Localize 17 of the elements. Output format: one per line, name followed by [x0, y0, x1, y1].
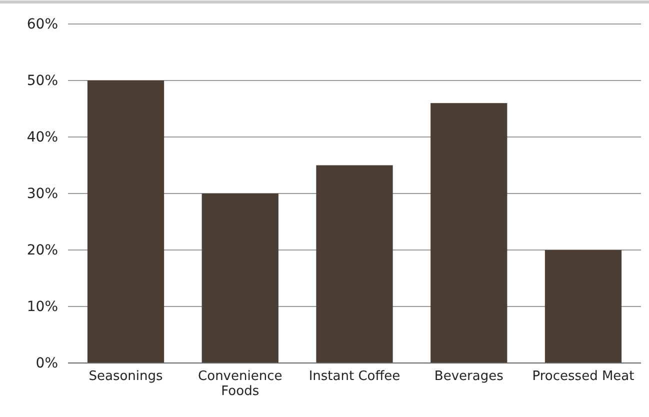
bar — [87, 80, 164, 363]
y-tick-label: 10% — [26, 298, 58, 315]
bar — [316, 165, 393, 363]
y-tick-label: 50% — [26, 72, 58, 89]
x-tick-label: Convenience Foods — [198, 369, 282, 400]
y-tick-label: 60% — [26, 16, 58, 32]
y-tick-label: 40% — [26, 129, 58, 146]
x-tick-label: Seasonings — [88, 369, 164, 384]
x-tick-label: Processed Meat — [532, 369, 634, 384]
bar — [544, 250, 622, 363]
y-tick-label: 20% — [26, 242, 58, 258]
x-tick-label: Beverages — [434, 369, 504, 384]
y-tick-label: 30% — [26, 186, 58, 202]
bar — [430, 103, 508, 363]
bar — [202, 194, 278, 363]
y-tick-label: 0% — [36, 355, 58, 372]
x-tick-label: Instant Coffee — [308, 369, 400, 384]
